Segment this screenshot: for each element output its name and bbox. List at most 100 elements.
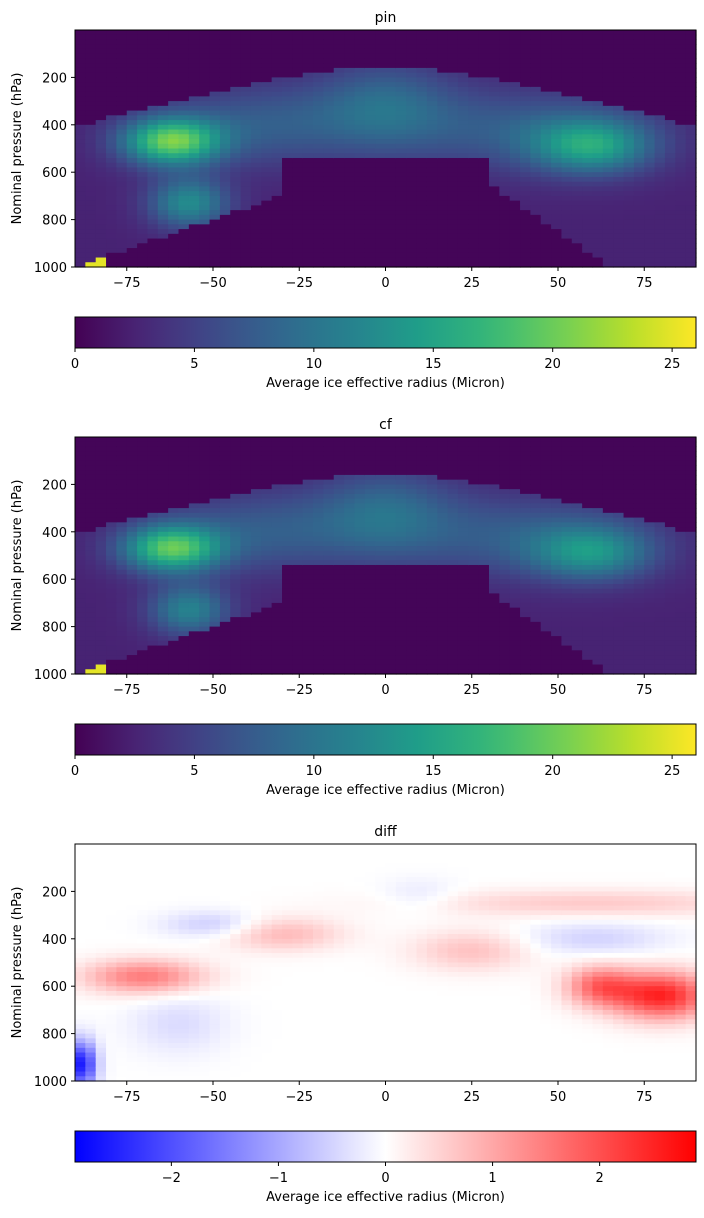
heatmap-cell <box>292 655 304 661</box>
heatmap-cell <box>395 659 407 666</box>
heatmap-cell <box>613 134 625 140</box>
heatmap-cell <box>633 34 645 41</box>
heatmap-cell <box>178 58 190 64</box>
heatmap-cell <box>426 512 438 519</box>
heatmap-cell <box>323 191 335 197</box>
heatmap-cell <box>561 153 573 159</box>
heatmap-cell <box>426 143 438 150</box>
heatmap-cell <box>447 101 459 107</box>
heatmap-cell <box>168 86 180 93</box>
heatmap-cell <box>209 162 221 169</box>
heatmap-cell <box>106 498 117 504</box>
heatmap-cell <box>426 139 438 145</box>
heatmap-cell <box>333 167 345 173</box>
heatmap-cell <box>592 153 604 159</box>
heatmap-cell <box>426 527 438 533</box>
heatmap-cell <box>178 186 190 192</box>
heatmap-cell <box>261 508 273 514</box>
heatmap-cell <box>675 181 687 188</box>
heatmap-cell <box>75 167 86 173</box>
heatmap-cell <box>106 34 117 41</box>
heatmap-cell <box>209 441 221 448</box>
heatmap-cell <box>261 53 273 60</box>
heatmap-cell <box>530 238 542 244</box>
heatmap-cell <box>250 214 262 221</box>
heatmap-cell <box>271 101 283 107</box>
heatmap-cell <box>364 229 376 235</box>
heatmap-cell <box>447 238 459 244</box>
heatmap-cell <box>137 669 149 675</box>
heatmap-cell <box>147 58 159 64</box>
heatmap-cell <box>137 493 149 500</box>
heatmap-cell <box>385 200 397 206</box>
heatmap-cell <box>685 58 697 64</box>
heatmap-cell <box>106 446 117 452</box>
heatmap-cell <box>540 105 552 112</box>
heatmap-cell <box>302 257 314 263</box>
heatmap-cell <box>137 148 149 154</box>
heatmap-cell <box>613 157 625 164</box>
heatmap-cell <box>230 200 242 206</box>
heatmap-cell <box>333 120 345 126</box>
heatmap-cell <box>437 531 449 538</box>
heatmap-cell <box>250 617 262 623</box>
heatmap-cell <box>178 39 190 45</box>
heatmap-cell <box>157 248 169 254</box>
heatmap-cell <box>623 205 635 211</box>
heatmap-cell <box>406 205 418 211</box>
heatmap-cell <box>478 86 490 93</box>
heatmap-cell <box>209 167 221 173</box>
heatmap-cell <box>489 181 500 188</box>
heatmap-cell <box>592 157 604 164</box>
heatmap-cell <box>137 631 149 637</box>
heatmap-cell <box>416 550 428 557</box>
heatmap-cell <box>126 451 138 457</box>
heatmap-cell <box>333 593 345 599</box>
heatmap-cell <box>385 470 397 476</box>
heatmap-cell <box>157 636 169 642</box>
heatmap-cell <box>344 569 356 576</box>
heatmap-cell <box>85 63 97 69</box>
heatmap-cell <box>323 579 335 585</box>
heatmap-cell <box>499 229 511 235</box>
heatmap-cell <box>178 517 190 523</box>
heatmap-cell <box>188 139 200 145</box>
heatmap-cell <box>375 58 387 64</box>
heatmap-cell <box>602 252 614 259</box>
heatmap-cell <box>571 30 583 36</box>
heatmap-cell <box>261 437 273 443</box>
heatmap-cell <box>468 498 480 504</box>
heatmap-cell <box>426 617 438 623</box>
heatmap-cell <box>447 645 459 651</box>
heatmap-cell <box>364 195 376 202</box>
heatmap-cell <box>261 503 273 509</box>
heatmap-cell <box>364 541 376 547</box>
heatmap-cell <box>437 455 449 462</box>
heatmap-cell <box>509 139 521 145</box>
heatmap-cell <box>333 39 345 45</box>
heatmap-cell <box>323 508 335 514</box>
heatmap-cell <box>633 53 645 60</box>
heatmap-cell <box>271 233 283 240</box>
heatmap-cell <box>416 479 428 485</box>
heatmap-cell <box>426 195 438 202</box>
heatmap-cell <box>354 441 366 448</box>
heatmap-cell <box>426 53 438 60</box>
heatmap-cell <box>364 645 376 651</box>
heatmap-cell <box>664 53 676 60</box>
heatmap-cell <box>106 474 117 481</box>
heatmap-cell <box>209 626 221 632</box>
heatmap-cell <box>137 224 149 230</box>
heatmap-cell <box>426 460 438 467</box>
heatmap-cell <box>261 205 273 211</box>
heatmap-cell <box>188 484 200 490</box>
heatmap-cell <box>116 181 128 188</box>
heatmap-cell <box>364 248 376 254</box>
heatmap-cell <box>313 143 324 150</box>
heatmap-cell <box>644 91 656 97</box>
heatmap-cell <box>364 446 376 452</box>
heatmap-cell <box>85 655 97 661</box>
heatmap-cell <box>188 465 200 471</box>
heatmap-cell <box>644 30 656 36</box>
heatmap-cell <box>344 579 356 585</box>
